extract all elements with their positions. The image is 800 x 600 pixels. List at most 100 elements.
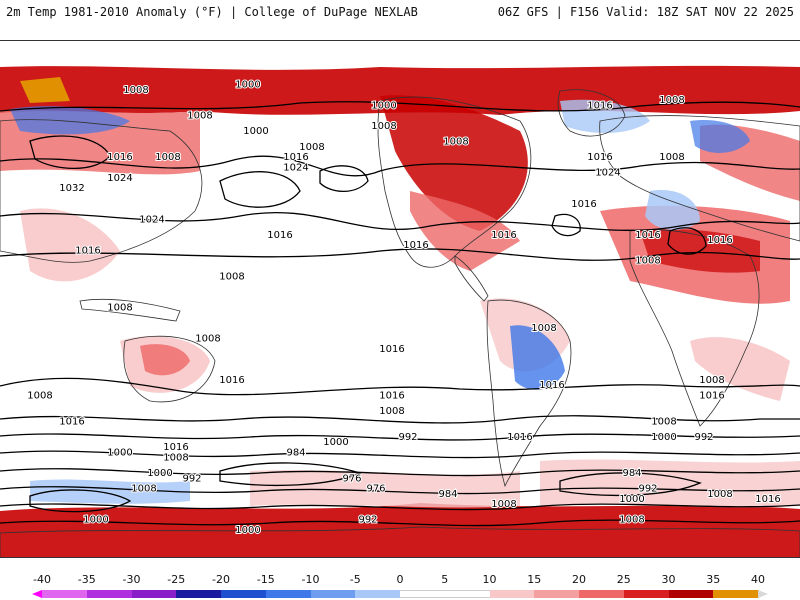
colorbar-tick-label: -20 — [212, 573, 230, 586]
map-panel: 1008 1000 1000 1008 1000 1008 1008 1016 1008 1008… — [0, 40, 800, 558]
isobar-label: 1000 — [243, 126, 268, 137]
colorbar-tick-label: 25 — [616, 573, 631, 586]
isobar-label: 1008 — [491, 499, 516, 510]
isobar-label: 1008 — [619, 515, 644, 526]
anomaly-region — [10, 106, 130, 135]
isobar-label: 1016 — [491, 230, 516, 241]
isobar-label: 1016 — [75, 245, 100, 256]
anomaly-region — [380, 95, 528, 231]
isobar — [0, 377, 800, 396]
isobar-label: 1008 — [659, 152, 684, 163]
isobar — [29, 135, 111, 170]
anomaly-region — [250, 469, 520, 508]
isobar-label: 992 — [638, 484, 657, 495]
coastline — [0, 119, 203, 263]
isobar — [0, 519, 800, 527]
isobar-label: 1000 — [323, 437, 348, 448]
isobar-label: 1016 — [283, 152, 308, 163]
isobar — [0, 468, 800, 477]
isobar-label: 1008 — [659, 95, 684, 106]
isobar-label: 1032 — [59, 183, 84, 194]
isobar-lines — [0, 101, 800, 527]
colorbar-tick-label: 20 — [572, 573, 586, 586]
colorbar-tick-label: -40 — [33, 573, 51, 586]
isobar-label: 1000 — [619, 494, 644, 505]
anomaly-region — [410, 191, 520, 271]
isobar-label: 984 — [438, 489, 457, 500]
isobar-label: 1008 — [123, 85, 148, 96]
isobar-label: 1016 — [59, 416, 84, 427]
isobar-label: 984 — [286, 447, 305, 458]
coastline — [629, 229, 760, 427]
colorbar-tick-label: 10 — [482, 573, 497, 586]
isobar-label: 1000 — [371, 100, 396, 111]
coastline — [123, 335, 216, 403]
anomaly-region — [0, 503, 800, 557]
colorbar-tick-label: 15 — [527, 573, 542, 586]
colorbar-tick-label: -35 — [77, 573, 96, 586]
isobar-label: 1016 — [707, 235, 732, 246]
isobar — [219, 462, 362, 487]
isobar-label: 1016 — [539, 380, 564, 391]
isobar — [667, 227, 707, 255]
colorbar-swatch — [176, 590, 222, 598]
colorbar: -40 -35 -30 -25 -20 -15 -10 -5 0 5 10 15 20 25 30 35 40 — [0, 570, 800, 600]
isobar — [0, 503, 800, 511]
isobar — [0, 248, 800, 261]
colorbar-swatch — [623, 590, 669, 598]
isobar-label: 1008 — [27, 390, 52, 401]
isobar — [0, 415, 800, 424]
colorbar-swatch — [221, 590, 267, 598]
colorbar-tick-label: -5 — [349, 573, 361, 586]
isobar-label: 1016 — [587, 152, 612, 163]
isobar-label: 1016 — [507, 432, 532, 443]
isobar-label: 1008 — [379, 406, 404, 417]
isobar-label: 1008 — [707, 489, 732, 500]
isobar-label: 1000 — [147, 468, 172, 479]
colorbar-swatch — [668, 590, 714, 598]
colorbar-swatch — [534, 590, 580, 598]
anomaly-region — [690, 120, 750, 153]
isobar-label: 1016 — [107, 152, 132, 163]
isobar-label: 1016 — [163, 442, 188, 453]
anomaly-region — [645, 190, 700, 231]
isobar-label: 1016 — [379, 390, 404, 401]
isobar-label: 1016 — [379, 344, 404, 355]
anomaly-region — [20, 208, 120, 282]
isobar — [0, 433, 800, 441]
isobar — [559, 472, 702, 497]
isobar-label: 1008 — [163, 453, 188, 464]
coastline — [486, 299, 572, 488]
isobar-label: 984 — [622, 468, 641, 479]
colorbar-swatch — [579, 590, 625, 598]
colorbar-tick-label: 5 — [441, 573, 449, 586]
colorbar-tick-label: -25 — [167, 573, 186, 586]
coastlines — [0, 89, 800, 557]
isobar-label: 1016 — [699, 390, 724, 401]
isobar-label: 1008 — [131, 484, 156, 495]
anomaly-region — [140, 344, 190, 376]
isobar-label: 992 — [358, 515, 377, 526]
isobar-label: 1016 — [219, 375, 244, 386]
isobar-label: 1008 — [635, 256, 660, 267]
isobar-label: 1008 — [187, 111, 212, 122]
isobar-label: 1008 — [531, 323, 556, 334]
isobar-label: 1016 — [267, 230, 292, 241]
isobar-label: 1008 — [219, 271, 244, 282]
colorbar-swatch — [265, 590, 311, 598]
model-run-valid-time: 06Z GFS | F156 Valid: 18Z SAT NOV 22 202… — [497, 5, 794, 19]
coastline — [0, 526, 800, 557]
isobar-label: 1008 — [371, 121, 396, 132]
isobar-label: 976 — [366, 484, 385, 495]
colorbar-swatch — [400, 590, 446, 598]
isobar — [0, 212, 800, 231]
coastline — [454, 255, 489, 302]
colorbar-swatch — [355, 590, 401, 598]
isobar-label: 992 — [694, 432, 713, 443]
isobar — [0, 155, 800, 177]
colorbar-tick-label: 40 — [751, 573, 765, 586]
colorbar-swatch — [131, 590, 177, 598]
colorbar-swatch — [86, 590, 132, 598]
